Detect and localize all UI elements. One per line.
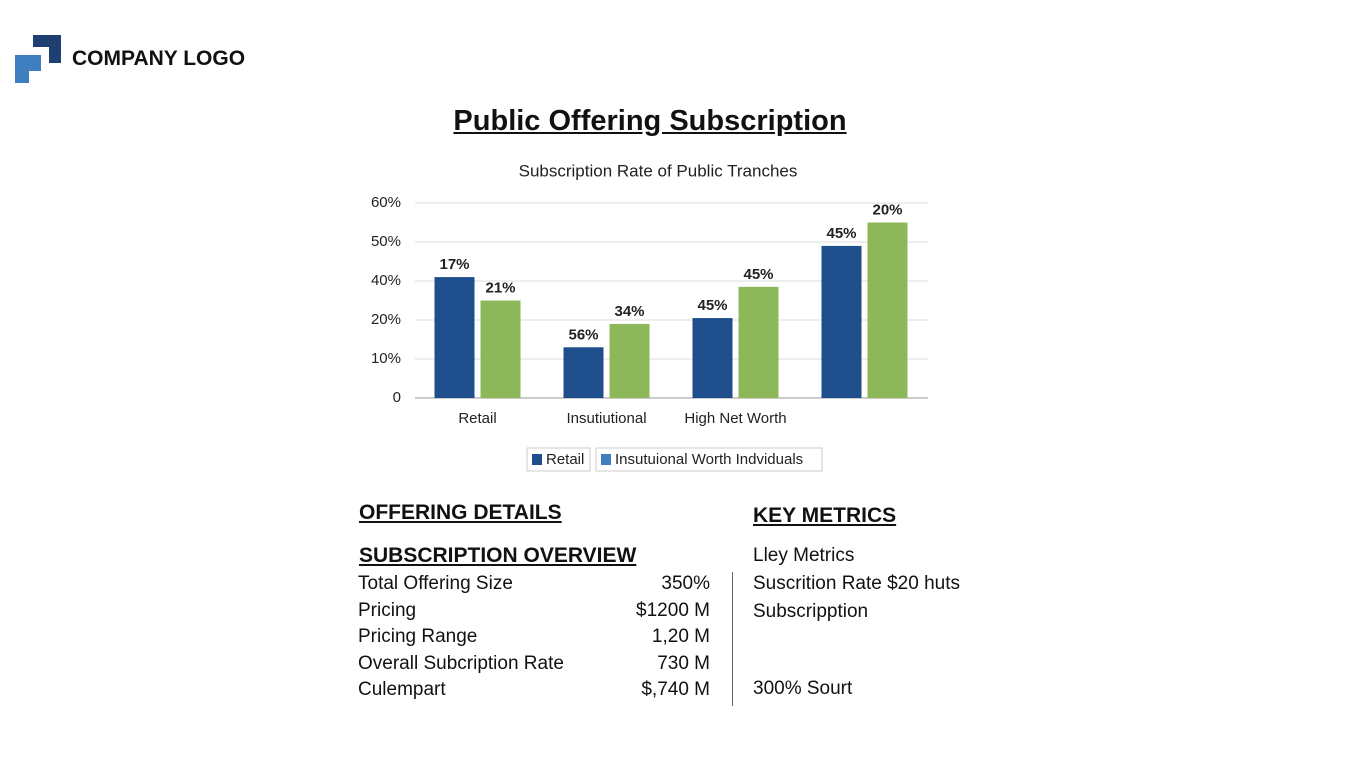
row-value: 730 M <box>657 652 710 674</box>
section-heading: OFFERING DETAILS <box>359 501 562 524</box>
bar <box>480 300 521 398</box>
metric-line: Subscripption <box>753 601 869 622</box>
row-label: Culempart <box>358 679 446 700</box>
row-value: $1200 M <box>636 599 710 621</box>
row-label: Total Offering Size <box>358 573 513 594</box>
y-tick-label: 0 <box>393 389 401 406</box>
chart: Subscription Rate of Public Tranches 0 10… <box>371 161 928 472</box>
y-tick-label: 60% <box>371 194 401 211</box>
data-label: 56% <box>568 326 598 343</box>
row-value: 1,20 M <box>651 626 710 647</box>
bar <box>867 222 908 398</box>
legend-label: Retail <box>546 451 584 468</box>
metric-line: Lley Metrics <box>753 545 855 566</box>
bar <box>609 323 650 398</box>
data-label: 21% <box>485 279 515 296</box>
legend-item <box>595 447 823 472</box>
legend-label: Insutuional Worth Indviduals <box>615 451 803 468</box>
data-label: 45% <box>697 297 727 314</box>
bar <box>738 286 779 398</box>
y-tick-label: 40% <box>371 272 401 289</box>
row-label: Pricing <box>358 599 417 621</box>
row-value: $,740 M <box>641 679 710 700</box>
row-value: 350% <box>661 573 710 594</box>
bar <box>563 347 604 398</box>
data-label: 45% <box>743 266 773 283</box>
x-tick-label: Retail <box>458 410 496 427</box>
data-label: 20% <box>872 201 902 218</box>
y-tick-label: 10% <box>371 350 401 367</box>
metric-line: 300% Sourt <box>753 678 853 699</box>
logo-icon <box>15 35 61 83</box>
legend-swatch <box>601 454 611 465</box>
divider <box>732 572 733 706</box>
section-heading: KEY METRICS <box>753 504 897 527</box>
bar <box>821 245 862 398</box>
page-title: Public Offering Subscription <box>453 105 847 137</box>
data-label: 45% <box>826 225 856 242</box>
row-label: Pricing Range <box>358 626 478 647</box>
section-subheading: SUBSCRIPTION OVERVIEW <box>359 544 637 567</box>
legend-item <box>526 447 591 472</box>
logo-text: COMPANY LOGO <box>72 47 246 70</box>
data-label: 17% <box>439 256 469 273</box>
x-tick-label: Insutiutional <box>566 410 646 427</box>
metric-line: Suscrition Rate $20 huts <box>753 573 961 594</box>
data-label: 34% <box>614 303 644 320</box>
y-tick-label: 50% <box>371 233 401 250</box>
x-tick-label: High Net Worth <box>684 410 786 427</box>
row-label: Overall Subcription Rate <box>358 652 564 674</box>
bar <box>434 277 475 398</box>
bar <box>692 318 733 398</box>
y-tick-label: 20% <box>371 311 401 328</box>
legend-swatch <box>532 454 542 465</box>
chart-title: Subscription Rate of Public Tranches <box>519 161 798 180</box>
